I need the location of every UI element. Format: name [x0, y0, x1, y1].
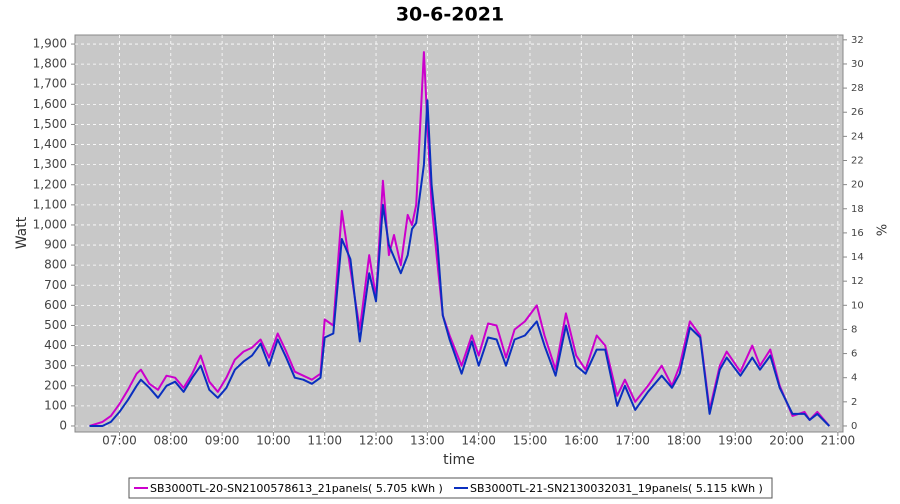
x-axis-label: time: [443, 452, 475, 468]
y2-tick-label: 2: [851, 397, 857, 408]
x-tick-label: 07:00: [102, 434, 137, 448]
y2-tick-label: 12: [851, 276, 864, 287]
series-line: [89, 99, 831, 427]
y-tick-label: 1,200: [33, 177, 67, 191]
legend-label: SB3000TL-20-SN2100578613_21panels( 5.705…: [150, 482, 443, 495]
y-tick-label: 0: [59, 418, 67, 432]
y-tick-label: 100: [44, 398, 67, 412]
y-tick-label: 1,400: [33, 137, 67, 151]
x-tick-label: 09:00: [205, 434, 240, 448]
x-tick-label: 15:00: [513, 434, 548, 448]
y2-tick-label: 32: [851, 35, 864, 46]
y2-tick-label: 20: [851, 180, 864, 191]
y2-tick-label: 22: [851, 155, 864, 166]
y-tick-label: 300: [44, 358, 67, 372]
y-tick-label: 1,900: [33, 37, 67, 51]
x-tick-label: 12:00: [359, 434, 394, 448]
y2-tick-label: 26: [851, 107, 864, 118]
y2-tick-label: 10: [851, 300, 864, 311]
y2-tick-label: 28: [851, 83, 864, 94]
chart-title: 30-6-2021: [396, 4, 504, 26]
y2-tick-label: 6: [851, 349, 857, 360]
x-tick-label: 08:00: [153, 434, 188, 448]
y2-axis-label: %: [873, 224, 888, 236]
y-tick-label: 1,600: [33, 97, 67, 111]
x-tick-label: 14:00: [461, 434, 496, 448]
y2-tick-label: 24: [851, 131, 864, 142]
y-tick-label: 700: [44, 278, 67, 292]
y-axis-label: Watt: [14, 216, 30, 249]
x-tick-label: 13:00: [410, 434, 445, 448]
y2-tick-label: 8: [851, 324, 857, 335]
y2-tick-label: 18: [851, 204, 864, 215]
y-tick-label: 600: [44, 298, 67, 312]
x-tick-label: 16:00: [564, 434, 599, 448]
y-tick-label: 400: [44, 338, 67, 352]
y-tick-label: 1,000: [33, 217, 67, 231]
y2-tick-label: 14: [851, 252, 864, 263]
y-tick-label: 1,500: [33, 117, 67, 131]
x-tick-label: 20:00: [769, 434, 804, 448]
y2-tick-label: 16: [851, 228, 864, 239]
x-tick-label: 17:00: [615, 434, 650, 448]
x-tick-label: 18:00: [667, 434, 702, 448]
y-tick-label: 900: [44, 238, 67, 252]
y2-tick-label: 0: [851, 421, 857, 432]
x-tick-label: 21:00: [821, 434, 856, 448]
x-tick-label: 11:00: [307, 434, 342, 448]
y-tick-label: 1,800: [33, 57, 67, 71]
y2-tick-label: 4: [851, 373, 857, 384]
y-tick-label: 200: [44, 378, 67, 392]
y-tick-label: 1,300: [33, 157, 67, 171]
x-tick-label: 10:00: [256, 434, 291, 448]
y2-tick-label: 30: [851, 59, 864, 70]
y-tick-label: 1,100: [33, 197, 67, 211]
y-tick-label: 500: [44, 318, 67, 332]
legend: [128, 477, 773, 499]
y-tick-label: 1,700: [33, 77, 67, 91]
x-tick-label: 19:00: [718, 434, 753, 448]
plot-area: [74, 34, 844, 433]
legend-label: SB3000TL-21-SN2130032031_19panels( 5.115…: [470, 482, 763, 495]
y-tick-label: 800: [44, 258, 67, 272]
series-line: [89, 51, 831, 427]
